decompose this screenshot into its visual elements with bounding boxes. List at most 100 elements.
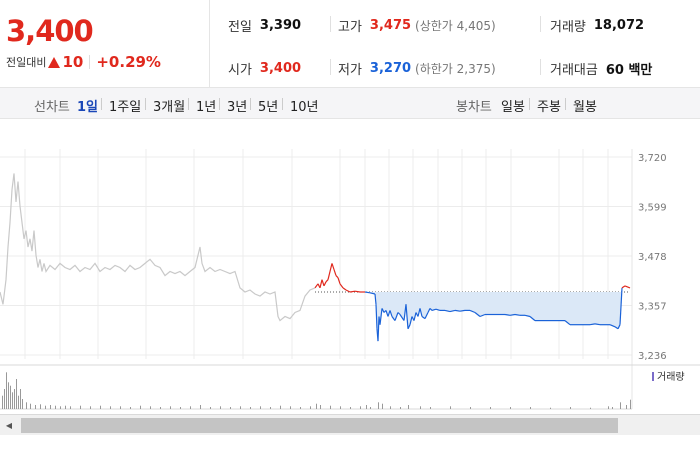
period-1w-tab[interactable]: 1주일 xyxy=(109,100,142,115)
volume-bar xyxy=(620,402,621,409)
today-down-segment xyxy=(514,313,521,316)
volume-legend-label: 거래량 xyxy=(657,371,685,383)
period-10y-tab[interactable]: 10년 xyxy=(290,100,319,115)
period-5y-tab[interactable]: 5년 xyxy=(258,100,279,115)
divider xyxy=(529,98,530,110)
volume-bar xyxy=(430,407,431,409)
high-value: 3,475 xyxy=(369,18,412,33)
today-up-segment xyxy=(321,279,325,287)
today-up-segment xyxy=(314,283,319,289)
volume-bar xyxy=(340,406,341,409)
prev-close-stat: 전일 3,390 xyxy=(228,16,301,35)
today-down-segment xyxy=(504,313,511,316)
volume-bar xyxy=(14,389,15,409)
candle-daily-tab[interactable]: 일봉 xyxy=(501,100,525,115)
today-up-segment xyxy=(335,275,339,279)
today-line-layer xyxy=(314,263,631,342)
today-down-segment xyxy=(449,309,456,313)
volume-bar xyxy=(8,382,9,409)
volume-bar xyxy=(626,405,627,409)
up-triangle-icon xyxy=(48,56,61,68)
y-tick-label: 3,236 xyxy=(638,351,667,362)
open-value: 3,400 xyxy=(259,61,302,76)
today-up-segment xyxy=(342,287,347,291)
below-reference-area xyxy=(315,292,630,342)
period-3y-tab[interactable]: 3년 xyxy=(227,100,248,115)
volume-bar xyxy=(12,392,13,409)
volume-bar xyxy=(630,399,631,409)
volume-bar xyxy=(290,406,291,409)
today-up-segment xyxy=(624,285,631,289)
today-down-segment xyxy=(391,316,396,321)
volume-bar xyxy=(316,403,317,409)
volume-bar xyxy=(470,407,471,409)
trade-amount-stat: 거래대금 60 백만 xyxy=(550,59,652,78)
volume-bar xyxy=(180,407,181,409)
today-down-segment xyxy=(617,324,621,330)
volume-bar xyxy=(408,405,409,409)
chart-scrollbar[interactable]: ◀ xyxy=(0,414,700,435)
high-stat: 고가 3,475 (상한가 4,405) xyxy=(338,16,496,35)
volume-bar xyxy=(90,406,91,409)
today-down-segment xyxy=(385,310,389,317)
volume-bar xyxy=(4,389,5,409)
today-down-segment xyxy=(407,324,411,330)
scroll-left-icon[interactable]: ◀ xyxy=(5,421,13,430)
volume-bar xyxy=(18,395,19,409)
chart-grid xyxy=(0,149,700,410)
volume-bar xyxy=(230,407,231,409)
change-amount: 10 xyxy=(62,53,84,71)
candle-monthly-tab[interactable]: 월봉 xyxy=(573,100,597,115)
today-down-segment xyxy=(413,312,417,321)
volume-bar xyxy=(200,405,201,409)
volume-bar xyxy=(550,407,551,409)
today-down-segment xyxy=(479,313,486,318)
today-up-segment xyxy=(621,285,626,289)
divider xyxy=(145,98,146,110)
volume-value: 18,072 xyxy=(593,18,645,33)
low-stat: 저가 3,270 (하한가 2,375) xyxy=(338,59,496,78)
volume-bar xyxy=(160,407,161,409)
divider xyxy=(89,55,91,69)
volume-label: 거래량 xyxy=(550,20,586,35)
volume-bar xyxy=(390,406,391,409)
today-up-segment xyxy=(319,279,323,289)
volume-bar xyxy=(530,407,531,409)
scrollbar-thumb[interactable] xyxy=(21,418,618,433)
today-down-segment xyxy=(427,308,431,313)
period-bar: 선차트 1일 1주일 3개월 1년 3년 5년 10년 봉차트 일봉 주봉 월봉 xyxy=(0,88,700,119)
volume-bar xyxy=(35,405,36,409)
change-label: 전일대비 xyxy=(6,56,47,69)
period-1y-tab[interactable]: 1년 xyxy=(196,100,217,115)
today-down-segment xyxy=(564,320,571,326)
volume-bar xyxy=(366,405,367,409)
volume-bar xyxy=(6,372,7,409)
period-3m-tab[interactable]: 3개월 xyxy=(153,100,186,115)
today-down-segment xyxy=(394,312,399,321)
volume-bar xyxy=(608,406,609,409)
today-down-segment xyxy=(589,323,596,326)
stock-summary: 3,400 전일대비 10 +0.29% 전일 3,390 시가 3,400 고… xyxy=(0,0,700,88)
volume-bar xyxy=(382,403,383,409)
divider xyxy=(540,59,541,75)
y-tick-label: 3,599 xyxy=(638,203,667,214)
period-1d-tab[interactable]: 1일 xyxy=(77,100,99,115)
volume-legend-swatch xyxy=(652,372,654,381)
line-chart-label: 선차트 xyxy=(34,100,70,115)
volume-bar xyxy=(45,405,46,409)
today-up-segment xyxy=(339,283,344,289)
volume-bar xyxy=(240,406,241,409)
today-down-segment xyxy=(474,312,481,317)
volume-bar xyxy=(110,406,111,409)
change-percent: +0.29% xyxy=(96,53,161,71)
today-down-segment xyxy=(405,304,409,329)
candle-chart-label: 봉차트 xyxy=(456,100,492,115)
divider xyxy=(540,16,541,32)
high-label: 고가 xyxy=(338,20,362,35)
volume-bar xyxy=(370,407,371,409)
volume-bar xyxy=(20,389,21,409)
candle-weekly-tab[interactable]: 주봉 xyxy=(537,100,561,115)
volume-bar xyxy=(612,407,613,409)
volume-bar xyxy=(220,406,221,409)
change-row: 전일대비 10 +0.29% xyxy=(6,53,161,71)
